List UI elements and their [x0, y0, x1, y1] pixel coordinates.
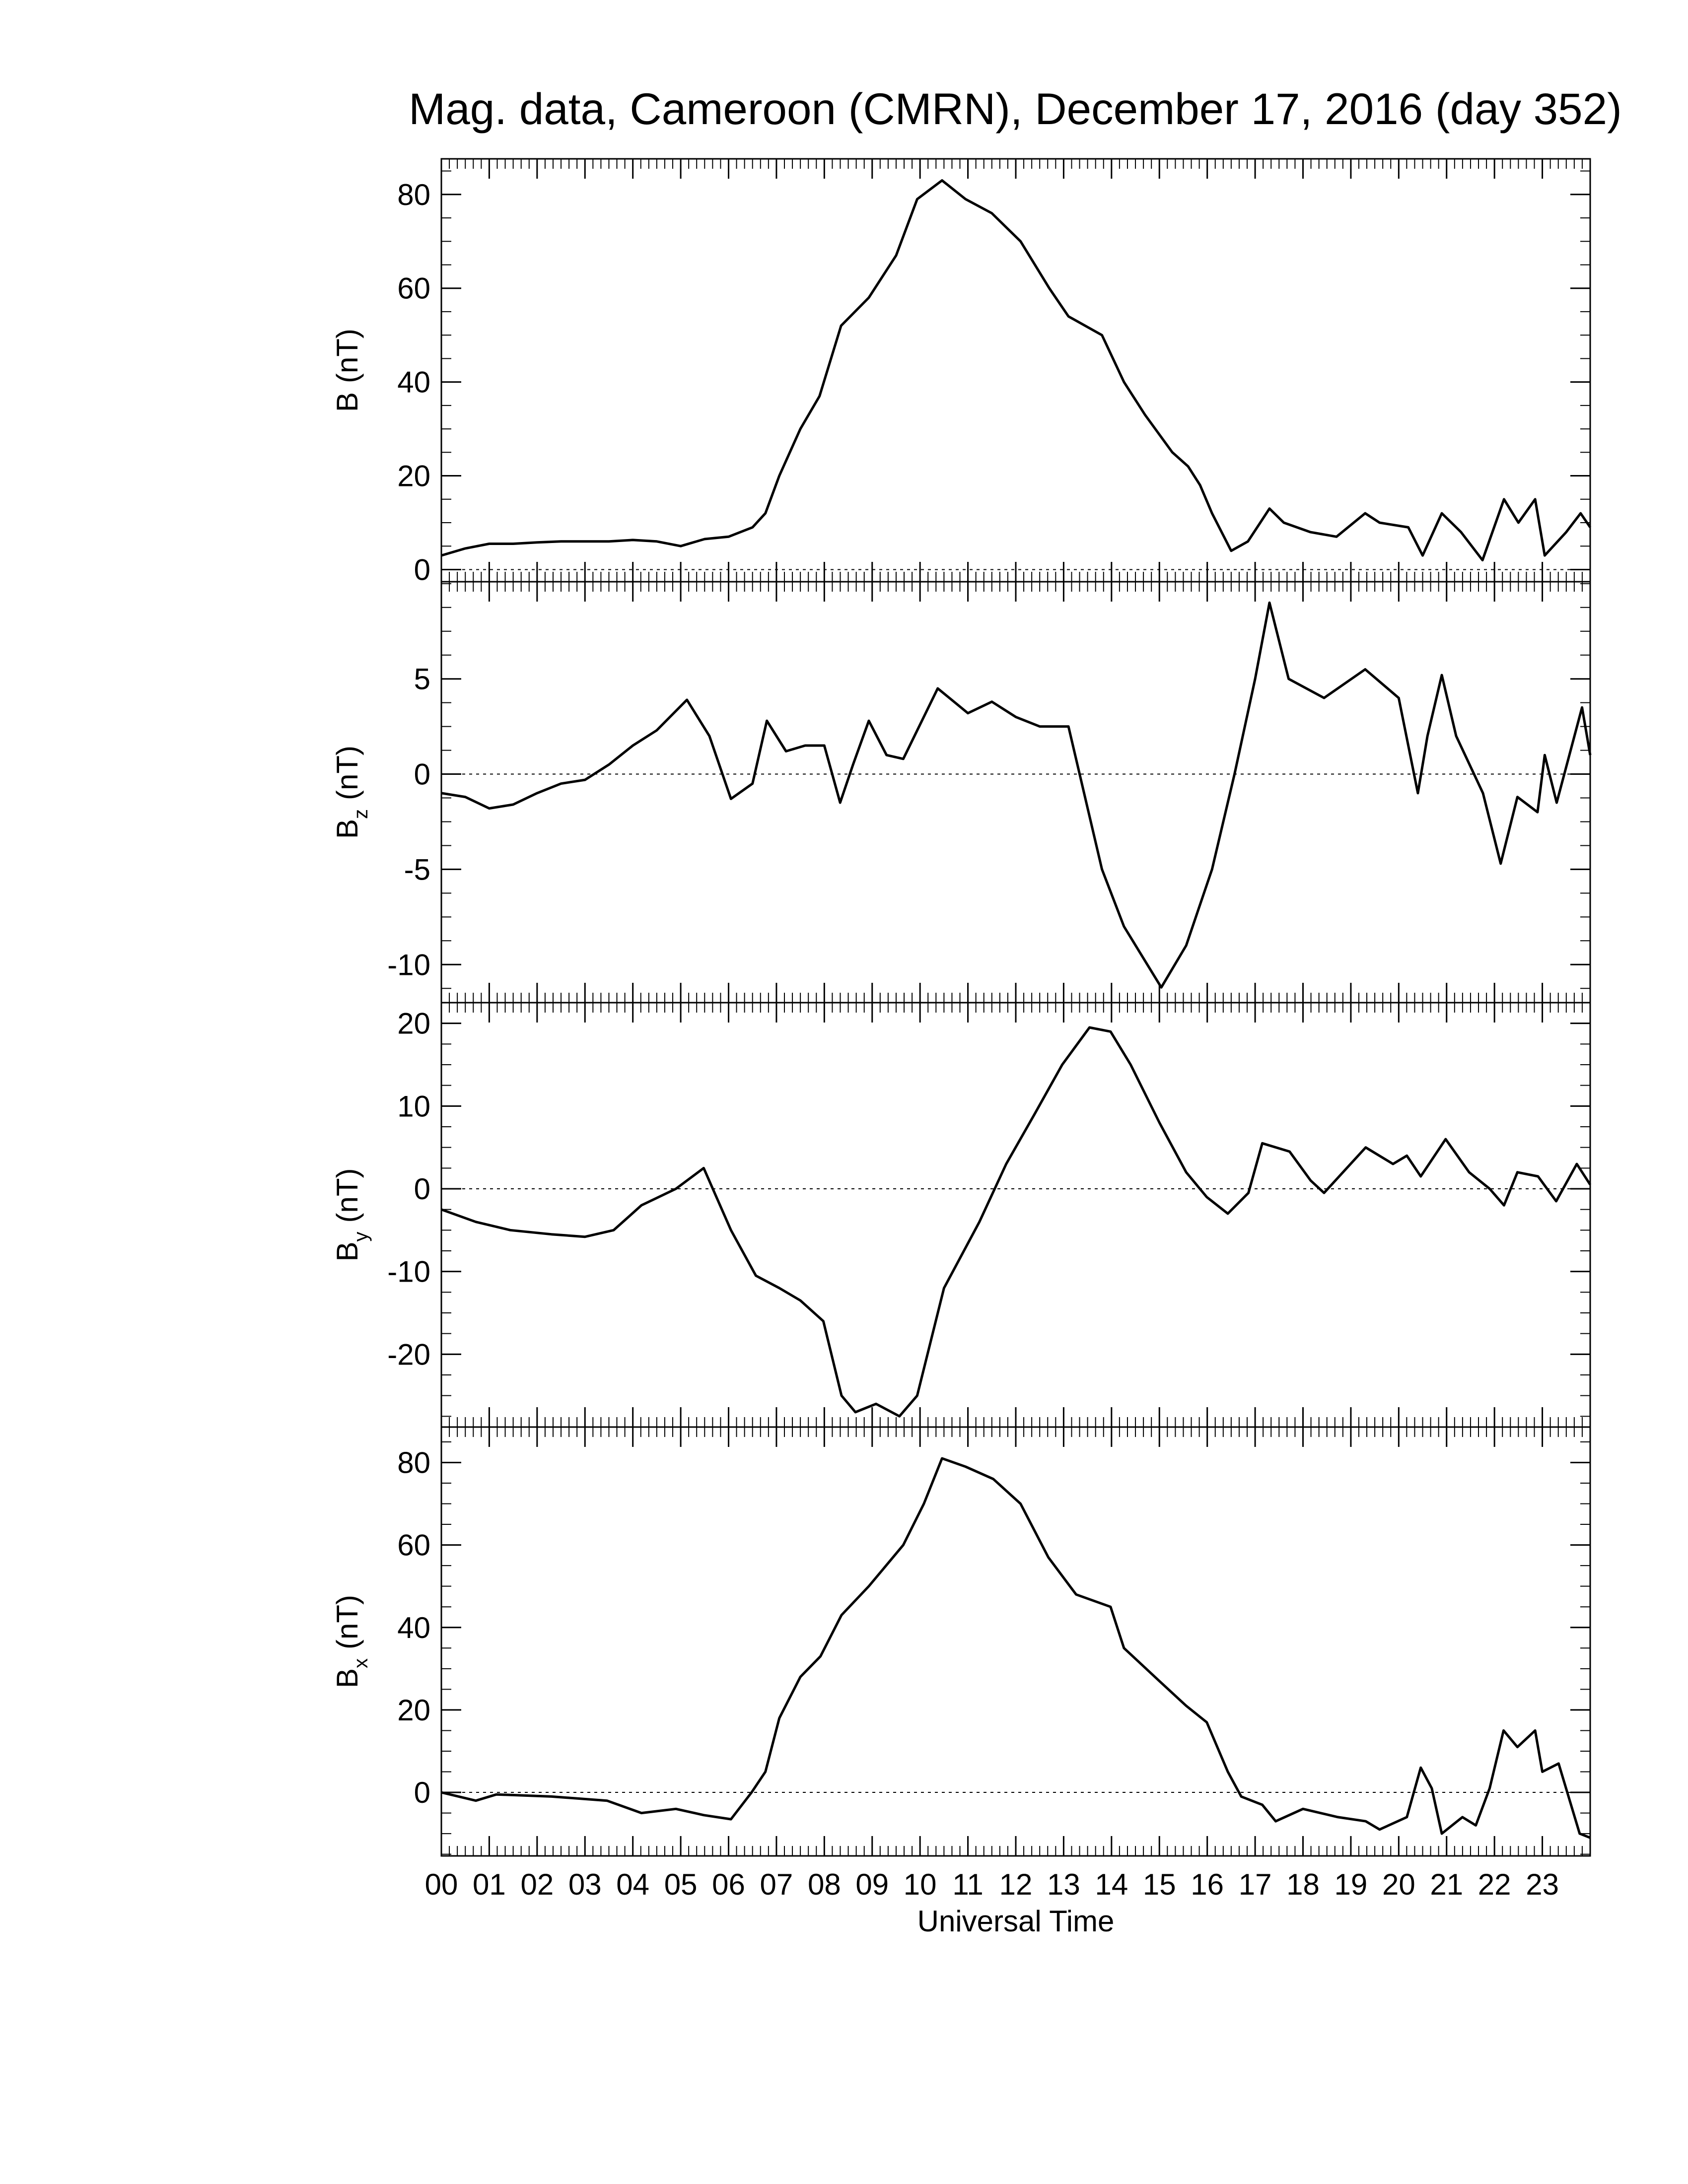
- x-tick-label: 06: [712, 1868, 745, 1901]
- y-tick-label: 60: [397, 272, 430, 305]
- x-tick-label: 02: [520, 1868, 554, 1901]
- x-tick-label: 04: [616, 1868, 649, 1901]
- x-tick-label: 03: [568, 1868, 602, 1901]
- x-tick-label: 23: [1526, 1868, 1559, 1901]
- x-tick-label: 05: [664, 1868, 698, 1901]
- x-tick-label: 08: [808, 1868, 841, 1901]
- x-tick-label: 17: [1239, 1868, 1272, 1901]
- x-tick-label: 16: [1191, 1868, 1224, 1901]
- x-tick-label: 21: [1430, 1868, 1463, 1901]
- y-tick-label: 40: [397, 366, 430, 399]
- chart-title: Mag. data, Cameroon (CMRN), December 17,…: [409, 84, 1622, 134]
- y-tick-label: 40: [397, 1611, 430, 1644]
- y-tick-label: 60: [397, 1529, 430, 1562]
- x-axis-label: Universal Time: [917, 1905, 1115, 1938]
- y-label-base: B: [331, 1668, 364, 1688]
- y-axis-label: Bx (nT): [331, 1595, 372, 1688]
- y-label-base: B: [331, 392, 364, 412]
- y-tick-label: 0: [414, 1776, 430, 1809]
- x-tick-label: 14: [1095, 1868, 1128, 1901]
- y-tick-label: 0: [414, 553, 430, 586]
- y-tick-label: 20: [397, 460, 430, 493]
- x-tick-label: 11: [952, 1868, 983, 1901]
- y-tick-label: 80: [397, 1446, 430, 1479]
- y-tick-label: -10: [387, 1255, 430, 1289]
- y-tick-label: 5: [414, 663, 430, 696]
- x-tick-label: 07: [760, 1868, 793, 1901]
- plot-frame: [440, 158, 1591, 583]
- data-line: [441, 1457, 1591, 1839]
- x-tick-label: 20: [1382, 1868, 1415, 1901]
- plot-frame: [440, 1002, 1591, 1428]
- y-tick-label: 20: [397, 1007, 430, 1040]
- y-label-base: B: [331, 1241, 364, 1261]
- y-label-unit: (nT): [331, 1595, 364, 1649]
- x-tick-label: 18: [1286, 1868, 1320, 1901]
- y-label-unit: (nT): [331, 1168, 364, 1223]
- y-axis-label: Bz (nT): [331, 746, 372, 839]
- plot-frame: [440, 1426, 1591, 1857]
- y-tick-label: 10: [397, 1090, 430, 1123]
- x-tick-label: 15: [1143, 1868, 1176, 1901]
- y-axis-label: By (nT): [331, 1168, 372, 1261]
- data-line: [441, 601, 1592, 989]
- x-tick-label: 22: [1478, 1868, 1511, 1901]
- data-line: [441, 1026, 1592, 1418]
- x-tick-label: 01: [473, 1868, 506, 1901]
- y-tick-label: -20: [387, 1338, 430, 1371]
- y-tick-label: 20: [397, 1694, 430, 1727]
- y-label-sub: z: [350, 809, 372, 819]
- x-tick-label: 09: [855, 1868, 889, 1901]
- y-label-unit: (nT): [331, 746, 364, 800]
- y-tick-label: -10: [387, 948, 430, 981]
- x-tick-label: 13: [1047, 1868, 1080, 1901]
- y-tick-label: 0: [414, 1172, 430, 1206]
- y-label-unit: (nT): [331, 329, 364, 383]
- y-label-sub: x: [350, 1658, 372, 1668]
- x-tick-label: 10: [904, 1868, 937, 1901]
- data-line: [441, 179, 1592, 561]
- y-tick-label: -5: [404, 853, 430, 886]
- y-tick-label: 0: [414, 758, 430, 791]
- y-axis-label: B (nT): [331, 329, 364, 412]
- x-tick-label: 00: [425, 1868, 458, 1901]
- y-tick-label: 80: [397, 178, 430, 211]
- y-label-base: B: [331, 819, 364, 839]
- y-label-sub: y: [350, 1231, 372, 1241]
- x-tick-label: 12: [999, 1868, 1033, 1901]
- x-tick-label: 19: [1335, 1868, 1368, 1901]
